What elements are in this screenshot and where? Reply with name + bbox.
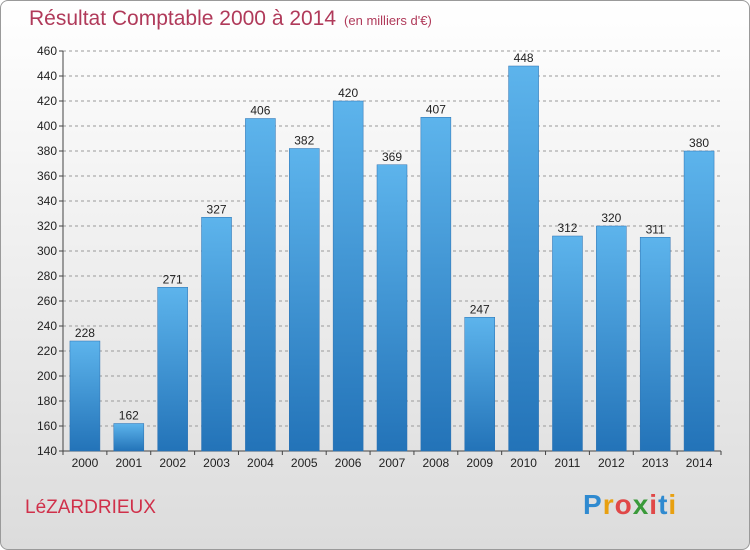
bar-2006 [332,100,364,452]
x-tick-label-2010: 2010 [510,456,537,470]
y-tick-label: 400 [37,119,57,133]
value-label-2005: 382 [294,134,314,148]
commune-name: LéZARDRIEUX [25,497,156,518]
y-tick-label: 220 [37,344,57,358]
logo-letter: r [602,489,615,520]
value-label-2002: 271 [163,272,183,286]
logo-letter: i [668,489,678,520]
x-tick-label-2006: 2006 [335,456,362,470]
value-label-2007: 369 [382,150,402,164]
x-tick-label-2002: 2002 [159,456,186,470]
x-tick-label-2014: 2014 [686,456,713,470]
value-label-2012: 320 [601,211,621,225]
x-tick-label-2011: 2011 [555,456,581,470]
logo-letter: x [632,489,650,520]
value-label-2001: 162 [119,409,139,423]
bar-2008 [420,117,452,452]
x-tick-label-2005: 2005 [291,456,318,470]
bar-2003 [201,217,232,452]
y-tick-label: 140 [37,444,57,458]
y-tick-label: 420 [37,94,57,108]
value-label-2006: 420 [338,86,358,100]
bar-2009 [464,317,495,452]
x-tick-label-2013: 2013 [642,456,669,470]
chart-subtitle: (en milliers d'€) [344,13,432,28]
bar-2013 [639,237,671,452]
y-tick-label: 280 [37,269,57,283]
logo-letter: P [583,489,603,520]
bar-2001 [113,423,145,452]
y-tick-label: 460 [37,44,57,58]
bar-2004 [245,118,276,452]
x-tick-label-2012: 2012 [598,456,625,470]
y-tick-label: 180 [37,394,57,408]
label-layer: 140 160 180 200 220 240 260 280 300 320 340 360 380 4… [37,44,713,470]
logo-letter: o [614,489,633,520]
y-tick-label: 340 [37,194,57,208]
value-label-2011: 312 [557,221,577,235]
logo-letter: t [658,489,669,520]
bar-2005 [289,148,320,452]
value-label-2014: 380 [689,136,709,150]
chart-title-text: Résultat Comptable 2000 à 2014 [29,7,337,30]
value-label-2010: 448 [514,51,534,65]
value-label-2009: 247 [470,302,490,316]
proxiti-logo: Proxiti [583,489,677,521]
x-tick-label-2001: 2001 [115,456,142,470]
value-label-2000: 228 [75,326,95,340]
value-label-2008: 407 [426,102,446,116]
y-tick-label: 260 [37,294,57,308]
bar-2011 [552,235,583,452]
x-tick-label-2004: 2004 [247,456,274,470]
bar-2010 [508,65,539,452]
bar-layer [69,65,715,452]
bar-2002 [157,287,188,452]
value-label-2004: 406 [250,104,270,118]
y-tick-label: 200 [37,369,57,383]
y-tick-label: 160 [37,419,57,433]
x-tick-label-2003: 2003 [203,456,230,470]
bar-2000 [69,340,101,452]
value-label-2013: 311 [646,222,665,236]
chart-title: Résultat Comptable 2000 à 2014 (en millie… [29,7,432,31]
x-tick-label-2007: 2007 [379,456,406,470]
y-tick-label: 440 [37,69,57,83]
logo-letter: i [649,489,659,520]
x-tick-label-2009: 2009 [466,456,493,470]
y-tick-label: 320 [37,219,57,233]
y-tick-label: 360 [37,169,57,183]
x-tick-label-2008: 2008 [423,456,450,470]
bar-2007 [376,164,408,452]
bar-2014 [683,150,715,452]
y-tick-label: 300 [37,244,57,258]
value-label-2003: 327 [207,202,227,216]
y-tick-label: 380 [37,144,57,158]
bar-2012 [596,225,627,452]
y-tick-label: 240 [37,319,57,333]
x-tick-label-2000: 2000 [72,456,99,470]
